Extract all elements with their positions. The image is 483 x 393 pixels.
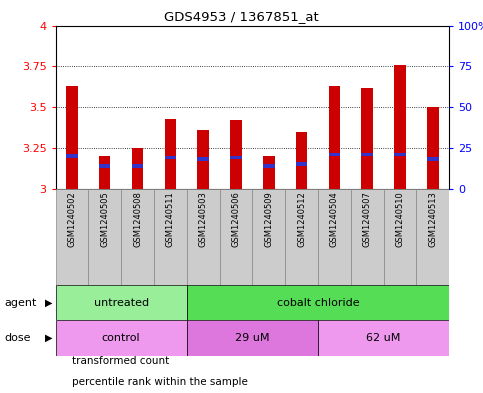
Bar <box>121 189 154 285</box>
Bar <box>384 189 416 285</box>
Bar <box>285 189 318 285</box>
Text: GSM1240502: GSM1240502 <box>68 191 76 247</box>
Text: GSM1240505: GSM1240505 <box>100 191 109 247</box>
Text: cobalt chloride: cobalt chloride <box>277 298 359 308</box>
Text: GSM1240508: GSM1240508 <box>133 191 142 248</box>
Bar <box>165 156 176 160</box>
Text: 62 uM: 62 uM <box>367 333 401 343</box>
Bar <box>154 189 187 285</box>
Bar <box>220 189 252 285</box>
Bar <box>361 152 373 156</box>
Text: GSM1240513: GSM1240513 <box>428 191 437 248</box>
Bar <box>296 132 307 189</box>
Text: transformed count: transformed count <box>72 356 170 365</box>
Bar <box>56 320 187 356</box>
Bar <box>56 189 88 285</box>
Bar <box>187 189 220 285</box>
Bar <box>198 130 209 189</box>
Text: GSM1240511: GSM1240511 <box>166 191 175 247</box>
Bar <box>187 320 318 356</box>
Bar <box>361 88 373 189</box>
Bar <box>165 119 176 189</box>
Text: ▶: ▶ <box>44 298 52 308</box>
Bar <box>99 156 111 189</box>
Bar <box>328 152 340 156</box>
Bar <box>318 320 449 356</box>
Bar <box>318 189 351 285</box>
Text: ▶: ▶ <box>44 333 52 343</box>
Bar <box>66 86 78 189</box>
Text: GSM1240507: GSM1240507 <box>363 191 372 248</box>
Text: 29 uM: 29 uM <box>235 333 270 343</box>
Bar <box>56 285 187 320</box>
Bar <box>187 285 449 320</box>
Bar <box>416 189 449 285</box>
Text: agent: agent <box>5 298 37 308</box>
Bar <box>427 107 439 189</box>
Bar <box>351 189 384 285</box>
Bar <box>252 189 285 285</box>
Text: percentile rank within the sample: percentile rank within the sample <box>72 377 248 387</box>
Bar <box>132 164 143 167</box>
Text: control: control <box>102 333 141 343</box>
Bar <box>427 158 439 161</box>
Bar <box>132 148 143 189</box>
Bar <box>394 152 406 156</box>
Bar <box>263 156 274 189</box>
Bar <box>66 154 78 158</box>
Bar <box>230 120 242 189</box>
Bar <box>394 65 406 189</box>
Text: GSM1240509: GSM1240509 <box>264 191 273 247</box>
Text: GSM1240506: GSM1240506 <box>231 191 241 248</box>
Bar <box>230 156 242 160</box>
Text: dose: dose <box>5 333 31 343</box>
Text: untreated: untreated <box>94 298 149 308</box>
Bar <box>88 189 121 285</box>
Bar <box>263 164 274 167</box>
Text: GSM1240503: GSM1240503 <box>199 191 208 248</box>
Text: GSM1240504: GSM1240504 <box>330 191 339 247</box>
Text: GSM1240512: GSM1240512 <box>297 191 306 247</box>
Text: GSM1240510: GSM1240510 <box>396 191 404 247</box>
Bar <box>99 164 111 167</box>
Bar <box>296 162 307 166</box>
Bar <box>198 158 209 161</box>
Text: GDS4953 / 1367851_at: GDS4953 / 1367851_at <box>164 10 319 23</box>
Bar <box>328 86 340 189</box>
